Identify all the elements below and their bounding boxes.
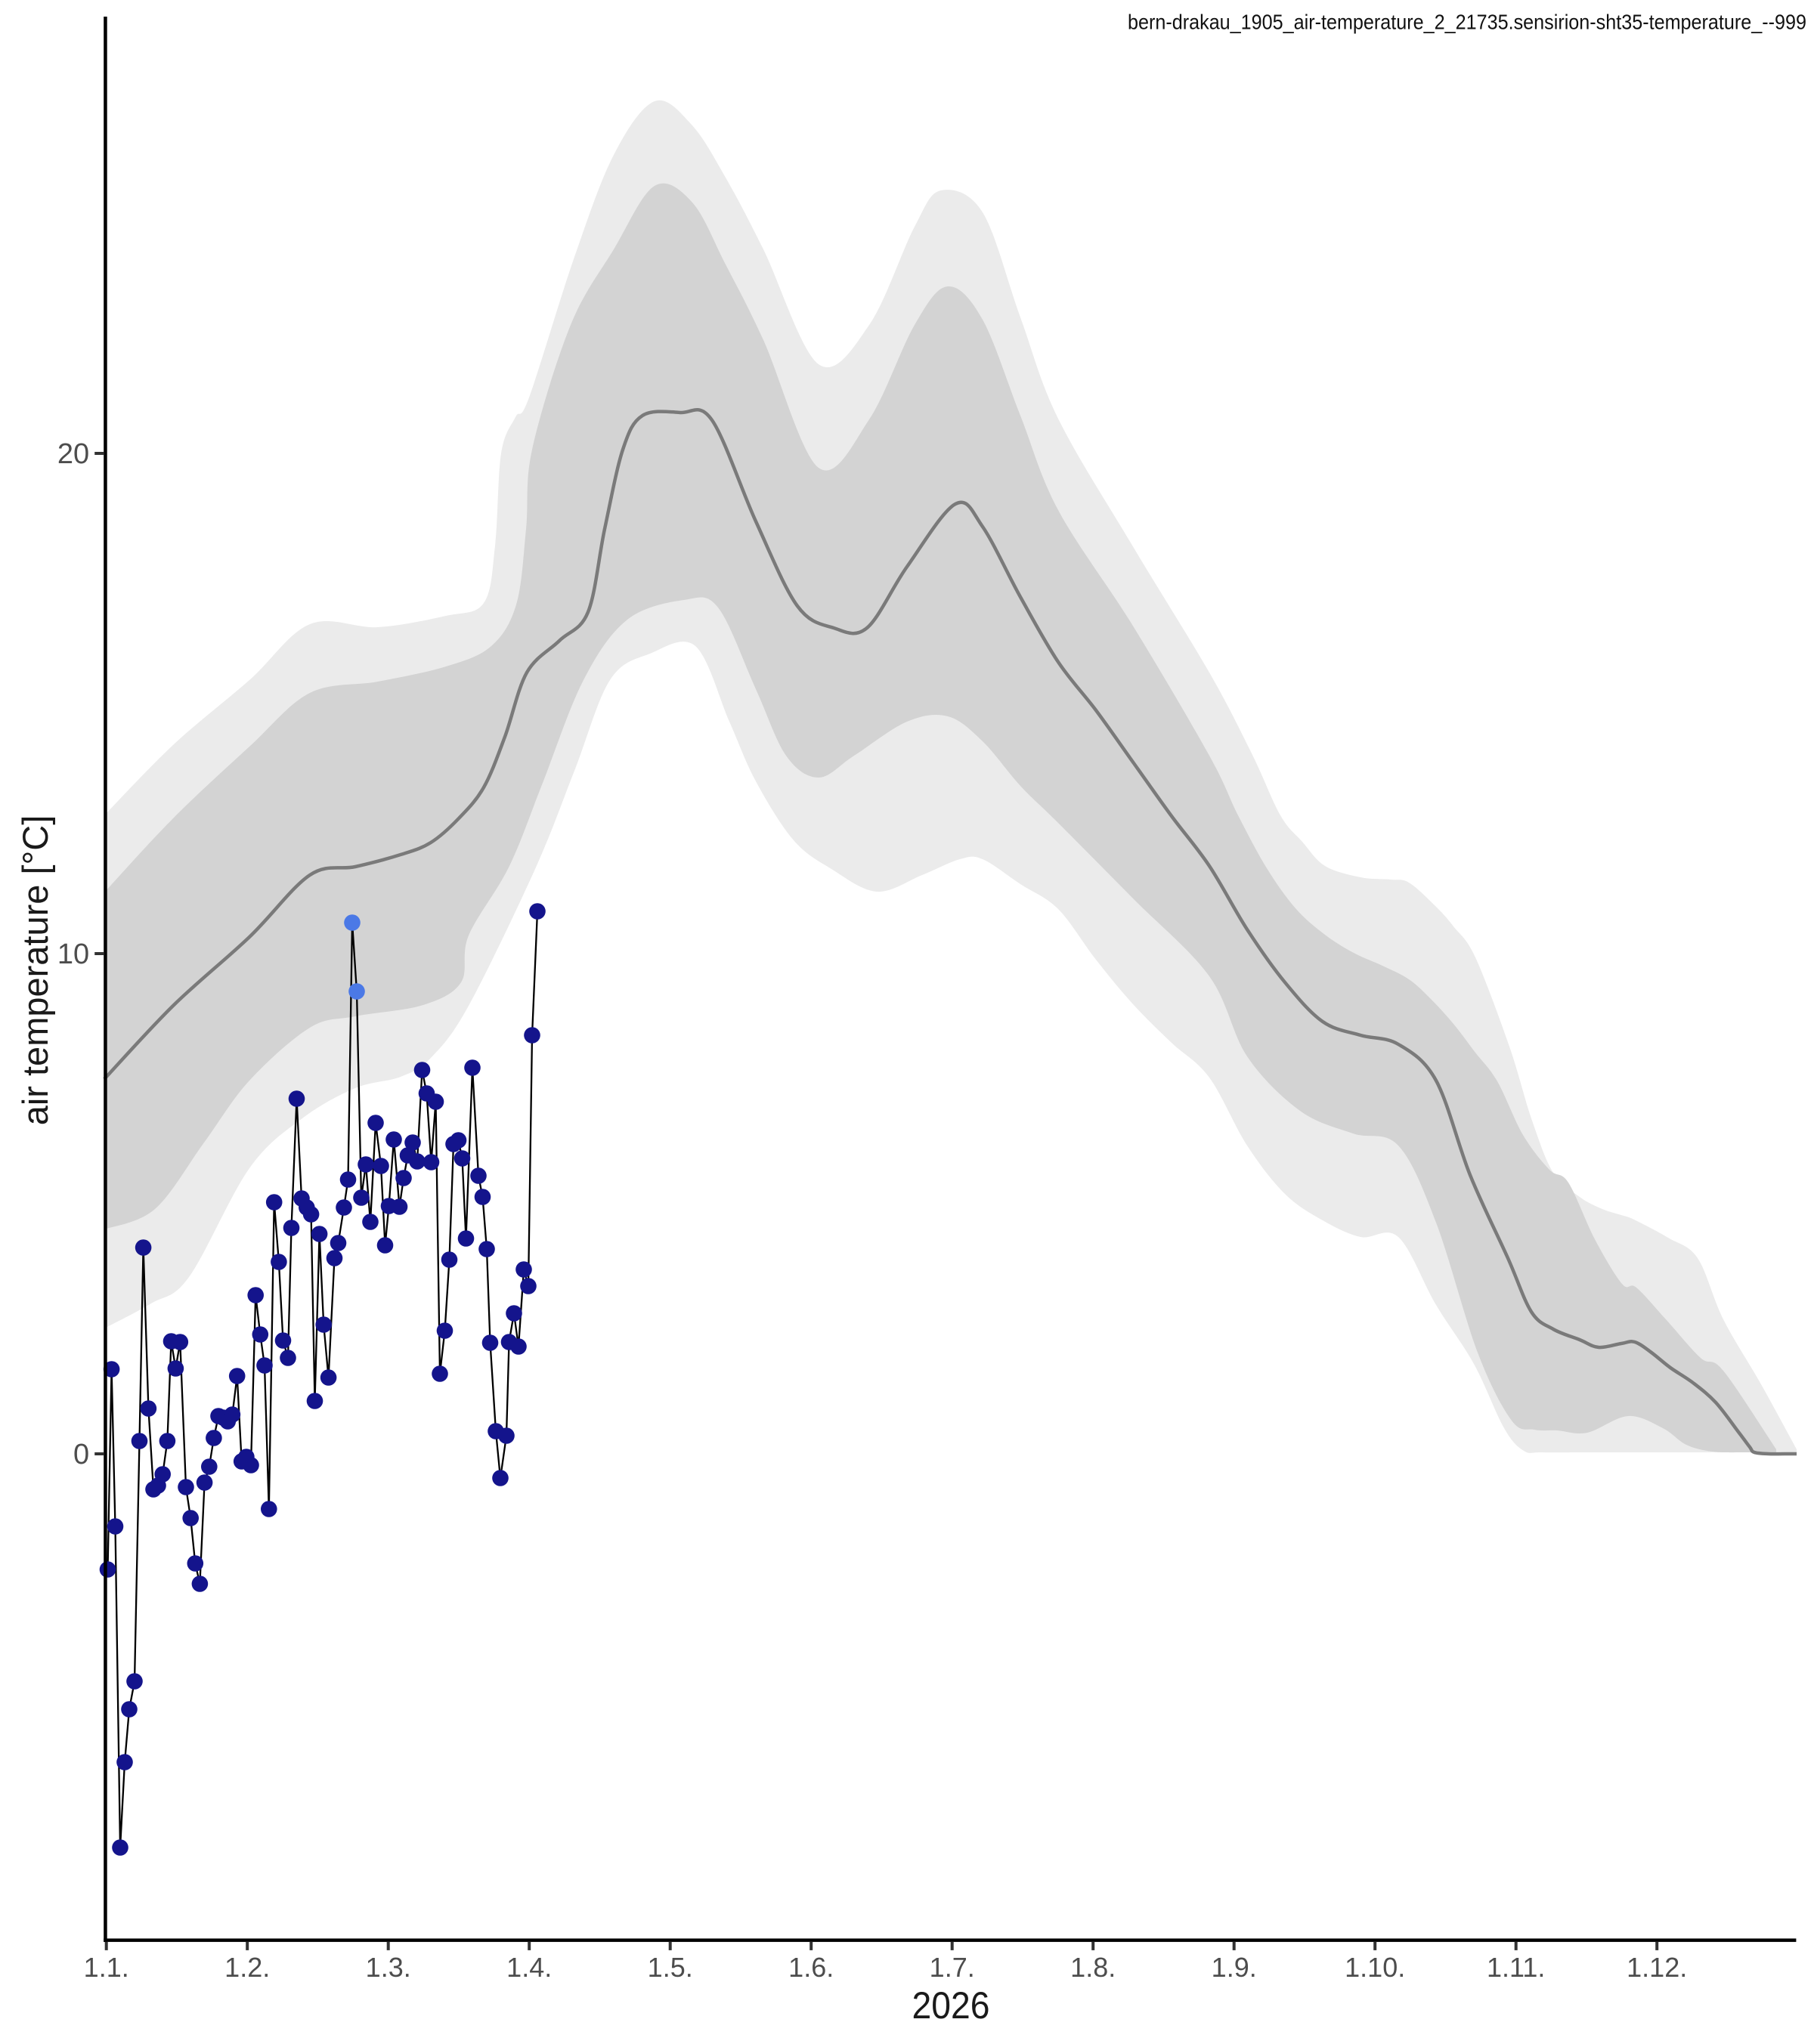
svg-text:0: 0 bbox=[73, 1439, 89, 1470]
svg-text:1.10.: 1.10. bbox=[1345, 1952, 1405, 1983]
svg-text:1.1.: 1.1. bbox=[84, 1952, 129, 1983]
svg-text:2026: 2026 bbox=[912, 1984, 990, 2027]
svg-text:1.12.: 1.12. bbox=[1627, 1952, 1687, 1983]
svg-text:1.3.: 1.3. bbox=[366, 1952, 411, 1983]
svg-text:1.11.: 1.11. bbox=[1487, 1952, 1545, 1983]
svg-text:air temperature [°C]: air temperature [°C] bbox=[15, 815, 55, 1126]
svg-text:10: 10 bbox=[57, 939, 89, 970]
svg-text:bern-drakau_1905_air-temperatu: bern-drakau_1905_air-temperature_2_21735… bbox=[1128, 11, 1806, 34]
svg-text:1.7.: 1.7. bbox=[930, 1952, 975, 1983]
svg-text:1.8.: 1.8. bbox=[1070, 1952, 1116, 1983]
svg-text:20: 20 bbox=[57, 438, 89, 470]
svg-text:1.5.: 1.5. bbox=[648, 1952, 693, 1983]
svg-text:1.4.: 1.4. bbox=[506, 1952, 552, 1983]
svg-text:1.2.: 1.2. bbox=[224, 1952, 270, 1983]
svg-text:1.9.: 1.9. bbox=[1212, 1952, 1257, 1983]
svg-text:1.6.: 1.6. bbox=[788, 1952, 834, 1983]
